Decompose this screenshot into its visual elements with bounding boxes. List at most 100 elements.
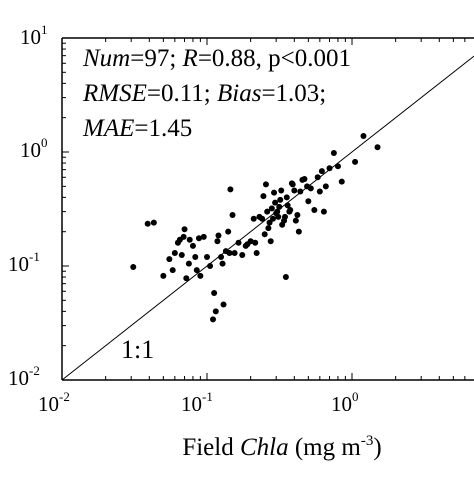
data-point	[225, 228, 232, 235]
data-point	[247, 238, 254, 245]
stats-line-2: RMSE=0.11; Bias=1.03;	[82, 80, 326, 107]
data-point	[220, 301, 227, 308]
data-point	[262, 181, 269, 188]
data-point	[330, 150, 337, 157]
data-point	[260, 193, 267, 200]
y-tick-label: 100	[20, 135, 48, 162]
data-point	[253, 250, 260, 257]
r-value: =0.88, p<0.001	[198, 45, 351, 72]
data-point	[231, 250, 238, 257]
data-point	[227, 186, 234, 193]
data-point	[211, 289, 218, 296]
rmse-label: RMSE	[82, 80, 147, 107]
data-point	[322, 183, 329, 190]
data-point	[275, 213, 282, 220]
data-point	[204, 253, 210, 260]
data-point	[316, 188, 323, 195]
data-point	[311, 206, 318, 213]
data-point	[272, 199, 279, 206]
data-point	[235, 239, 242, 246]
data-point	[171, 250, 178, 257]
rmse-value: =0.11;	[147, 80, 217, 107]
data-point	[284, 202, 291, 209]
data-point	[207, 263, 214, 269]
data-point	[267, 238, 274, 245]
data-point	[195, 235, 202, 242]
data-point	[239, 251, 246, 258]
data-point	[226, 250, 233, 257]
data-point	[271, 189, 278, 196]
data-point	[212, 308, 219, 315]
data-point	[189, 242, 196, 249]
data-point	[326, 165, 333, 172]
data-point	[268, 205, 275, 212]
data-point	[261, 231, 268, 238]
x-axis-label: Field Chla (mg m-3)	[182, 433, 381, 461]
data-point	[294, 212, 301, 219]
data-point	[287, 206, 294, 213]
data-point	[200, 233, 207, 240]
x-tick-label: 10-1	[181, 389, 213, 416]
data-point	[130, 264, 137, 271]
data-point	[276, 203, 283, 210]
data-points	[130, 133, 381, 323]
data-point	[210, 316, 217, 323]
data-point	[150, 219, 157, 226]
data-point	[297, 188, 304, 195]
x-tick-label: 100	[331, 389, 359, 416]
stats-line-1: Num=97; R=0.88, p<0.001	[82, 45, 351, 72]
num-label: Num	[82, 45, 130, 72]
r-label: R	[182, 45, 198, 72]
data-point	[259, 215, 266, 222]
x-tick-label: 10-2	[38, 389, 70, 416]
data-point	[338, 178, 345, 185]
data-point	[274, 208, 281, 215]
data-point	[218, 253, 225, 260]
stats-line-3: MAE=1.45	[82, 115, 192, 142]
data-point	[252, 239, 259, 246]
data-point	[144, 220, 151, 227]
data-point	[283, 194, 290, 201]
data-point	[215, 232, 222, 239]
data-point	[301, 175, 308, 182]
data-point	[295, 228, 302, 235]
data-point	[166, 256, 173, 263]
data-point	[178, 251, 185, 258]
data-point	[160, 272, 167, 279]
y-tick-label: 10-1	[8, 249, 40, 276]
data-point	[292, 217, 299, 224]
bias-value: =1.03;	[261, 80, 326, 107]
data-point	[219, 260, 226, 267]
data-point	[181, 226, 188, 233]
data-point	[264, 208, 271, 215]
data-point	[374, 144, 381, 151]
data-point	[307, 185, 314, 192]
data-point	[193, 267, 200, 274]
data-point	[180, 233, 187, 240]
data-point	[289, 181, 296, 188]
data-point	[214, 238, 221, 245]
data-point	[250, 215, 257, 222]
data-point	[169, 267, 176, 274]
bias-label: Bias	[217, 80, 261, 107]
data-point	[265, 225, 272, 232]
data-point	[278, 187, 285, 194]
data-point	[314, 174, 321, 181]
data-point	[277, 196, 284, 203]
data-point	[269, 215, 276, 222]
one-to-one-line	[61, 55, 474, 381]
data-point	[281, 213, 288, 220]
y-tick-label: 10-2	[8, 363, 40, 390]
data-point	[291, 187, 298, 194]
mae-label: MAE	[82, 115, 134, 142]
data-point	[318, 168, 325, 175]
data-point	[360, 133, 367, 140]
data-point	[305, 198, 312, 205]
data-point	[266, 219, 273, 226]
data-point	[183, 275, 190, 282]
mae-value: =1.45	[134, 115, 192, 142]
data-point	[197, 272, 204, 279]
one-to-one-label: 1:1	[121, 335, 154, 364]
